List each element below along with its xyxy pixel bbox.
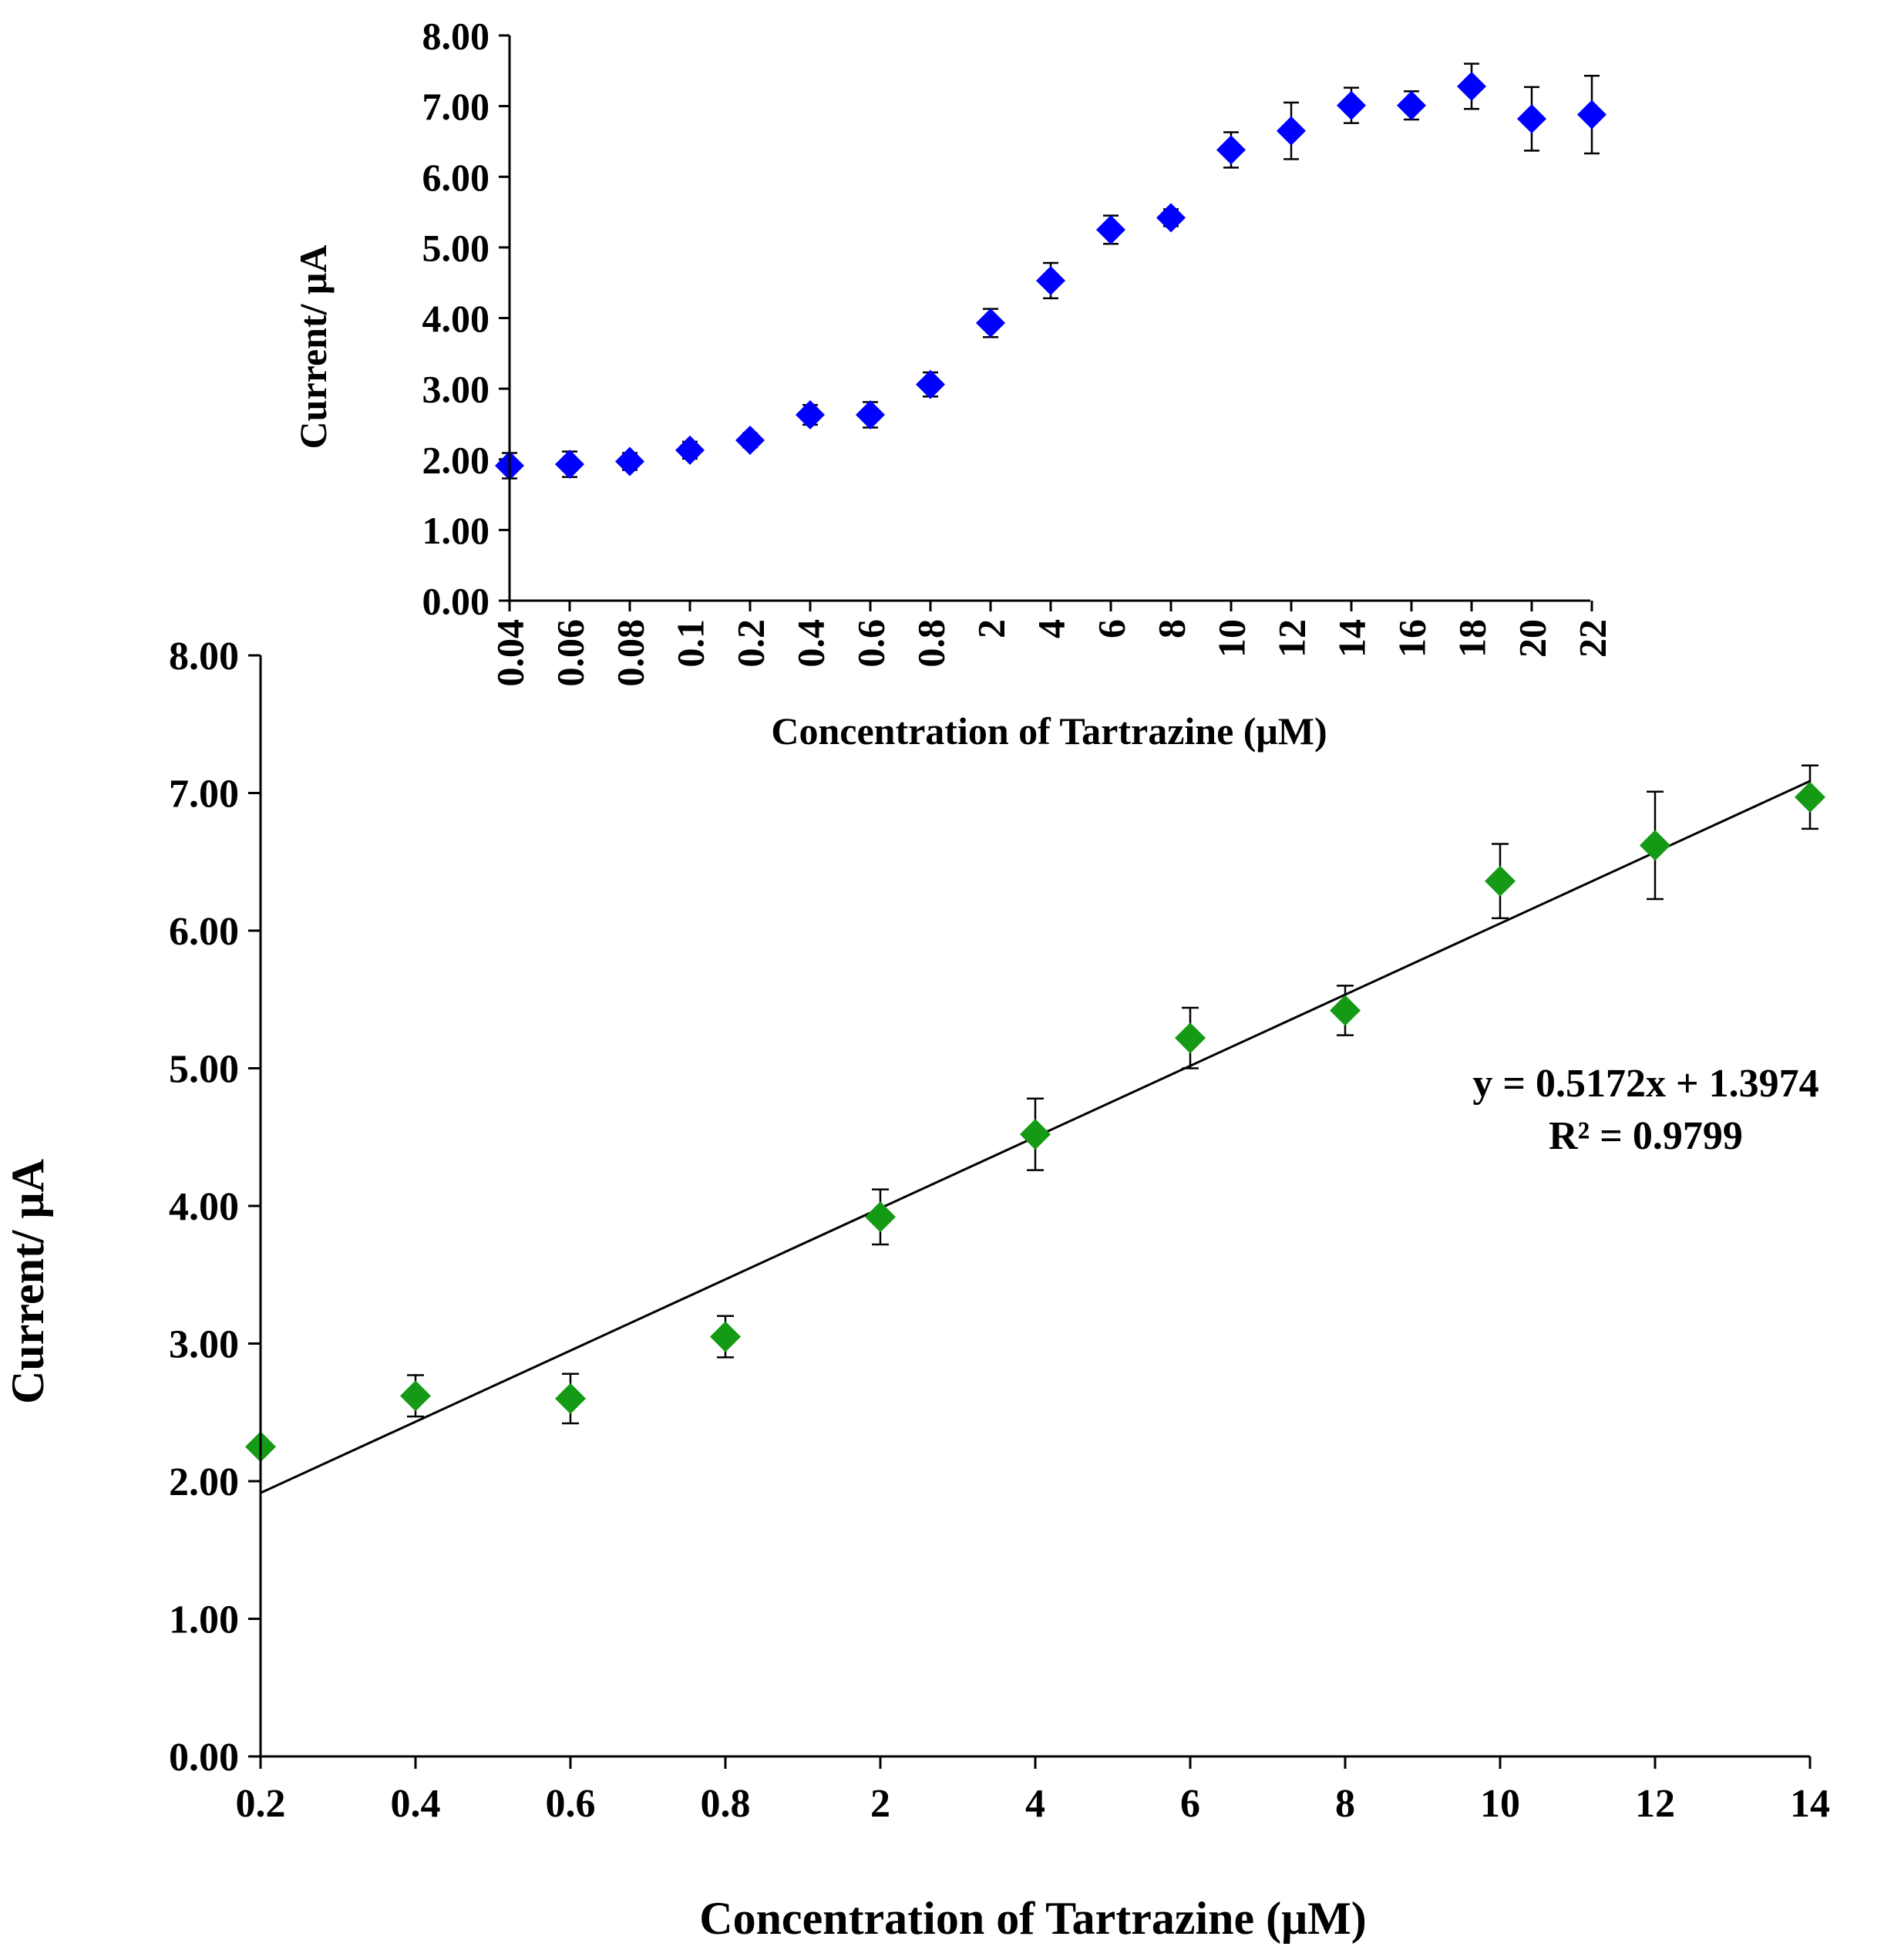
- data-point: [865, 1201, 896, 1233]
- y-tick-label: 3.00: [169, 1323, 239, 1367]
- x-tick-label: 0.4: [391, 1782, 441, 1826]
- main-x-axis-title: Concentration of Tartrazine (μM): [699, 1893, 1367, 1944]
- x-tick-label: 2: [870, 1782, 890, 1826]
- data-point: [1485, 865, 1516, 897]
- inset-y-axis-title: Current/ μA: [291, 245, 335, 450]
- x-tick-label: 0.1: [669, 619, 712, 668]
- data-point: [1020, 1119, 1051, 1150]
- x-tick-label: 12: [1635, 1782, 1675, 1826]
- y-tick-label: 4.00: [169, 1185, 239, 1229]
- data-point: [1457, 71, 1486, 101]
- data-point: [675, 435, 705, 465]
- data-point: [1096, 214, 1125, 244]
- x-tick-label: 0.2: [236, 1782, 286, 1826]
- data-point: [1175, 1022, 1206, 1054]
- data-point: [856, 400, 885, 430]
- x-tick-label: 0.4: [789, 619, 833, 668]
- x-tick-label: 6: [1180, 1782, 1200, 1826]
- data-point: [615, 446, 644, 477]
- data-point: [1036, 265, 1065, 295]
- x-tick-label: 2: [970, 619, 1013, 638]
- y-tick-label: 1.00: [422, 509, 490, 552]
- x-tick-label: 14: [1790, 1782, 1830, 1826]
- main-y-axis-ticks: 0.00 1.00 2.00 3.00 4.00 5.00 6.00 7.00 8.00: [169, 635, 261, 1780]
- data-point: [735, 426, 765, 456]
- y-tick-label: 5.00: [422, 226, 490, 269]
- x-tick-label: 20: [1511, 619, 1554, 658]
- data-point: [1397, 90, 1426, 120]
- inset-y-axis-ticks: 0.00 1.00 2.00 3.00 4.00 5.00 6.00 7.00 8.00: [422, 15, 510, 623]
- y-tick-label: 6.00: [422, 156, 490, 199]
- y-tick-label: 5.00: [169, 1048, 239, 1092]
- trendline-equation: y = 0.5172x + 1.3974: [1472, 1062, 1818, 1106]
- x-tick-label: 8: [1335, 1782, 1355, 1826]
- inset-x-axis-ticks: 0.04 0.06 0.08 0.1 0.2 0.4 0.6 0.8 2 4 6 8 10 12 14 16 1…: [489, 601, 1614, 687]
- x-tick-label: 12: [1270, 619, 1314, 658]
- y-tick-label: 1.00: [169, 1598, 239, 1642]
- x-tick-label: 0.2: [729, 619, 772, 668]
- x-tick-label: 4: [1030, 619, 1073, 638]
- x-tick-label: 10: [1210, 619, 1253, 658]
- data-point: [710, 1321, 741, 1352]
- y-tick-label: 4.00: [422, 297, 490, 340]
- y-tick-label: 7.00: [169, 773, 239, 817]
- inset-chart: 0.00 1.00 2.00 3.00 4.00 5.00 6.00 7.00 8.00 0.0…: [291, 15, 1614, 753]
- x-tick-label: 0.6: [849, 619, 893, 668]
- x-tick-label: 0.08: [609, 619, 652, 687]
- data-point: [400, 1380, 431, 1412]
- x-tick-label: 6: [1090, 619, 1133, 638]
- y-tick-label: 8.00: [422, 15, 490, 58]
- y-tick-label: 0.00: [422, 580, 490, 623]
- data-point: [555, 450, 584, 480]
- data-point: [1640, 830, 1670, 861]
- data-point: [555, 1382, 586, 1414]
- data-point: [1216, 135, 1246, 165]
- x-tick-label: 4: [1025, 1782, 1045, 1826]
- x-tick-label: 22: [1571, 619, 1614, 658]
- x-tick-label: 0.8: [910, 619, 953, 668]
- x-tick-label: 0.06: [549, 619, 592, 687]
- y-tick-label: 3.00: [422, 368, 490, 411]
- data-point: [1330, 995, 1361, 1026]
- main-chart: 0.00 1.00 2.00 3.00 4.00 5.00 6.00 7.00 8.00 0.2…: [2, 635, 1830, 1944]
- x-tick-label: 10: [1480, 1782, 1520, 1826]
- y-tick-label: 0.00: [169, 1736, 239, 1780]
- main-y-axis-title: Current/ μA: [2, 1159, 53, 1404]
- main-data-points: [245, 781, 1825, 1463]
- inset-x-axis-title: Concentration of Tartrazine (μM): [771, 709, 1327, 753]
- x-tick-label: 0.8: [701, 1782, 751, 1826]
- data-point: [1337, 90, 1366, 120]
- x-tick-label: 16: [1391, 619, 1434, 658]
- y-tick-label: 8.00: [169, 635, 239, 679]
- data-point: [1795, 781, 1825, 813]
- x-tick-label: 0.6: [546, 1782, 596, 1826]
- y-tick-label: 2.00: [422, 438, 490, 481]
- data-point: [796, 400, 825, 430]
- main-x-axis-ticks: 0.2 0.4 0.6 0.8 2 4 6 8 10 12 14: [236, 1756, 1830, 1826]
- y-tick-label: 2.00: [169, 1460, 239, 1504]
- x-tick-label: 0.04: [489, 619, 532, 687]
- y-tick-label: 7.00: [422, 85, 490, 128]
- inset-data-points: [495, 71, 1606, 480]
- y-tick-label: 6.00: [169, 910, 239, 954]
- data-point: [1577, 99, 1606, 130]
- data-point: [1517, 104, 1546, 134]
- x-tick-label: 18: [1451, 619, 1494, 658]
- data-point: [1277, 116, 1306, 146]
- data-point: [916, 369, 945, 399]
- x-tick-label: 14: [1331, 619, 1374, 658]
- x-tick-label: 8: [1150, 619, 1193, 638]
- data-point: [1156, 203, 1186, 233]
- trendline-r-squared: R² = 0.9799: [1549, 1114, 1743, 1158]
- data-point: [976, 308, 1005, 338]
